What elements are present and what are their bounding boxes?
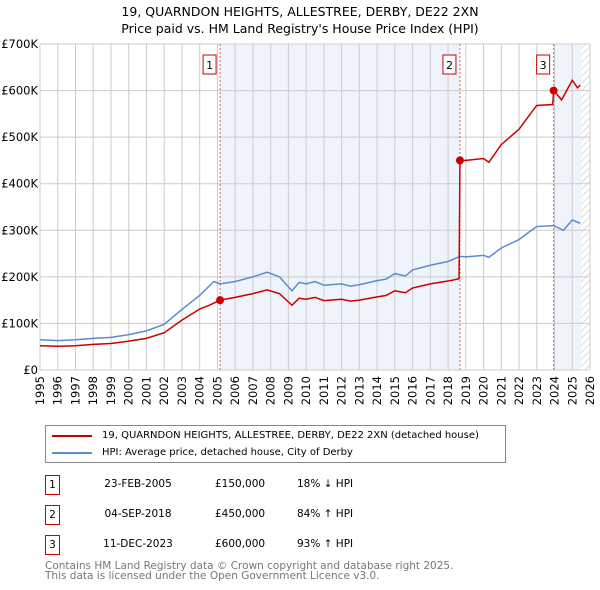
x-tick-label: 2026 [583, 376, 597, 405]
series-line [39, 219, 581, 342]
sale-label-box [536, 54, 551, 75]
sale-price: £450,000 [215, 508, 266, 520]
forecast-hatch [581, 44, 590, 370]
x-tick-label: 2010 [299, 376, 313, 405]
x-tick-label: 2014 [370, 376, 384, 405]
sale-label-box [442, 54, 457, 75]
chart-title: 19, QUARNDON HEIGHTS, ALLESTREE, DERBY, … [121, 4, 479, 19]
x-tick-label: 2005 [210, 376, 224, 405]
legend-swatch-red [52, 434, 92, 437]
x-tick-label: 2025 [565, 376, 579, 405]
sale-point [549, 86, 558, 95]
x-tick-label: 2020 [477, 376, 491, 405]
plot-border [39, 43, 591, 371]
sale-label-box [202, 54, 217, 75]
series-line [39, 78, 581, 347]
y-tick-label: £100K [1, 316, 38, 330]
shaded-period [553, 44, 582, 370]
x-tick-label: 2006 [228, 376, 242, 405]
x-tick-label: 2003 [175, 376, 189, 405]
sale-number: 3 [45, 535, 60, 555]
footer-line: Contains HM Land Registry data © Crown c… [45, 560, 454, 572]
x-tick-label: 1995 [33, 376, 47, 405]
legend-swatch-blue [52, 451, 92, 454]
legend-label: HPI: Average price, detached house, City… [102, 447, 353, 458]
legend-label: 19, QUARNDON HEIGHTS, ALLESTREE, DERBY, … [102, 430, 479, 441]
x-tick-label: 2013 [352, 376, 366, 405]
x-tick-label: 2008 [264, 376, 278, 405]
y-tick-label: £600K [1, 84, 38, 98]
y-tick-label: £200K [1, 270, 38, 284]
x-tick-label: 2022 [512, 376, 526, 405]
x-tick-label: 2007 [246, 376, 260, 405]
x-tick-label: 1998 [86, 376, 100, 405]
sale-date: 23-FEB-2005 [104, 478, 172, 490]
price-chart: 1995 1996 1997 1998 1999 2000 2001 2002 2003 2004… [1, 37, 597, 405]
y-tick-label: £300K [1, 223, 38, 237]
x-tick-label: 2011 [317, 376, 331, 405]
sale-row: 1 23-FEB-2005 £150,000 18% ↓ HPI [45, 475, 545, 495]
y-tick-label: £700K [1, 37, 38, 51]
footer: Contains HM Land Registry data © Crown c… [45, 560, 454, 582]
x-tick-label: 2017 [423, 376, 437, 405]
sale-label: 3 [540, 59, 547, 72]
x-tick-label: 1999 [104, 376, 118, 405]
x-tick-label: 2000 [122, 376, 136, 405]
x-tick-label: 2024 [548, 376, 562, 405]
sale-hpi-diff: 93% ↑ HPI [297, 538, 354, 550]
x-tick-label: 2023 [530, 376, 544, 405]
y-tick-label: £0 [23, 363, 38, 377]
x-tick-label: 2016 [406, 376, 420, 405]
legend-item-property: 19, QUARNDON HEIGHTS, ALLESTREE, DERBY, … [52, 430, 479, 441]
y-tick-label: £400K [1, 177, 38, 191]
shaded-period [220, 44, 460, 370]
x-tick-label: 2018 [441, 376, 455, 405]
sale-price: £150,000 [215, 478, 266, 490]
x-tick-label: 2019 [459, 376, 473, 405]
sale-label: 1 [206, 59, 213, 72]
sale-price: £600,000 [215, 538, 266, 550]
sale-row: 2 04-SEP-2018 £450,000 84% ↑ HPI [45, 505, 545, 525]
x-tick-label: 2015 [388, 376, 402, 405]
legend: 19, QUARNDON HEIGHTS, ALLESTREE, DERBY, … [45, 425, 506, 463]
x-tick-label: 2021 [494, 376, 508, 405]
sale-date: 11-DEC-2023 [103, 538, 173, 550]
x-tick-label: 2001 [139, 376, 153, 405]
x-tick-label: 1997 [68, 376, 82, 405]
x-tick-label: 2004 [193, 376, 207, 405]
x-tick-label: 2002 [157, 376, 171, 405]
x-tick-label: 2009 [281, 376, 295, 405]
sale-date: 04-SEP-2018 [104, 508, 172, 520]
sale-point [455, 156, 464, 165]
sale-row: 3 11-DEC-2023 £600,000 93% ↑ HPI [45, 535, 545, 555]
footer-line: This data is licensed under the Open Gov… [45, 570, 380, 582]
x-tick-label: 1996 [51, 376, 65, 405]
sale-hpi-diff: 18% ↓ HPI [297, 478, 354, 490]
sale-number: 1 [45, 475, 60, 495]
chart-subtitle: Price paid vs. HM Land Registry's House … [121, 21, 479, 36]
y-tick-label: £500K [1, 130, 38, 144]
x-tick-label: 2012 [335, 376, 349, 405]
sale-point [216, 296, 225, 305]
sale-label: 2 [446, 59, 453, 72]
sale-number: 2 [45, 505, 60, 525]
sale-hpi-diff: 84% ↑ HPI [297, 508, 354, 520]
legend-item-hpi: HPI: Average price, detached house, City… [52, 447, 353, 458]
